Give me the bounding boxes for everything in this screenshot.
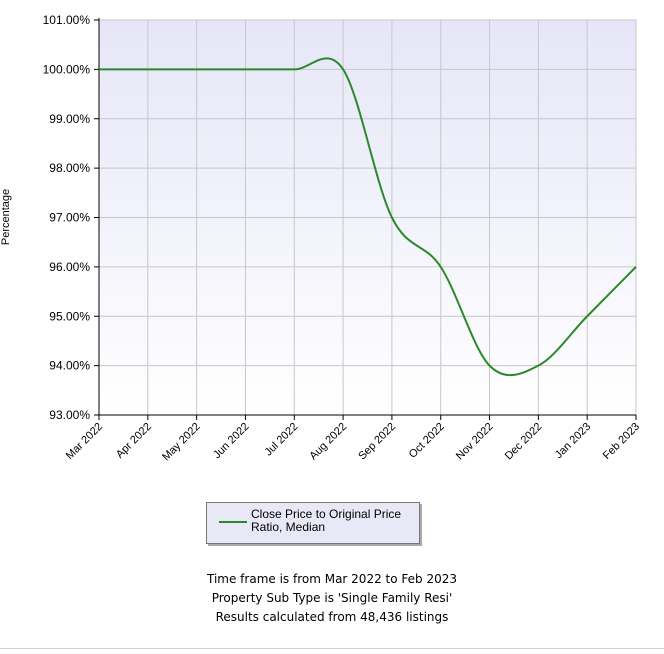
- y-tick-label: 94.00%: [49, 359, 90, 373]
- y-tick-label: 101.00%: [43, 13, 91, 27]
- x-tick-label: Mar 2022: [64, 421, 105, 462]
- x-tick-label: Dec 2022: [503, 421, 545, 463]
- footer-timeframe: Time frame is from Mar 2022 to Feb 2023: [207, 572, 457, 586]
- footer-property-type: Property Sub Type is 'Single Family Resi…: [211, 591, 453, 605]
- x-tick-label: Jul 2022: [262, 421, 300, 459]
- y-tick-label: 98.00%: [49, 161, 90, 175]
- y-tick-labels: 101.00% 100.00% 99.00% 98.00% 97.00% 96.00% 95…: [43, 13, 91, 422]
- chart-footer: Time frame is from Mar 2022 to Feb 2023 …: [0, 570, 664, 627]
- x-tick-label: Oct 2022: [407, 421, 447, 461]
- footer-results-count: Results calculated from 48,436 listings: [215, 610, 449, 624]
- y-tick-label: 100.00%: [43, 62, 91, 76]
- x-tick-label: Aug 2022: [307, 421, 349, 463]
- x-tick-label: Feb 2023: [601, 421, 642, 462]
- x-tick-label: Jan 2023: [553, 421, 593, 461]
- y-tick-label: 96.00%: [49, 260, 90, 274]
- x-tick-label: Sep 2022: [356, 421, 398, 463]
- series-layer: [99, 57, 637, 377]
- line-chart: 101.00% 100.00% 99.00% 98.00% 97.00% 96.00% 95…: [0, 13, 642, 464]
- legend-swatch: [219, 521, 247, 523]
- x-tick-label: Nov 2022: [454, 421, 496, 463]
- y-axis-label: Percentage: [0, 189, 12, 245]
- bottom-divider: [0, 648, 664, 649]
- x-tick-label: Apr 2022: [114, 421, 154, 461]
- legend-label: Close Price to Original Price Ratio, Med…: [251, 507, 402, 534]
- series-line: [99, 57, 637, 377]
- axes: [94, 18, 637, 420]
- x-tick-label: May 2022: [160, 421, 203, 464]
- chart-legend: Close Price to Original Price Ratio, Med…: [206, 502, 420, 544]
- y-tick-label: 99.00%: [49, 112, 90, 126]
- y-tick-label: 93.00%: [49, 408, 90, 422]
- y-tick-label: 97.00%: [49, 211, 90, 225]
- x-tick-labels: Mar 2022 Apr 2022 May 2022 Jun 2022 Jul 2022…: [64, 421, 642, 464]
- y-tick-label: 95.00%: [49, 309, 90, 323]
- x-tick-label: Jun 2022: [211, 421, 251, 461]
